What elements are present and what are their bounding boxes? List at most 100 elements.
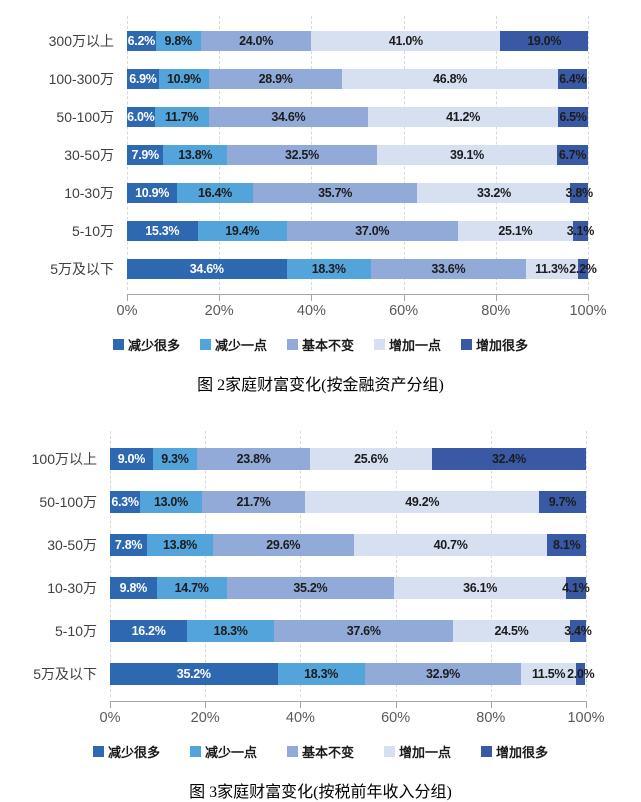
bar-track: 15.3% 19.4% 37.0% 25.1% 3.1% [127, 221, 594, 241]
bar-segment-3: 37.6% [274, 619, 454, 642]
value-label: 35.2% [176, 666, 211, 681]
legend-item: 增加一点 [374, 335, 441, 354]
legend-label: 增加一点 [389, 338, 442, 353]
x-axis-line [127, 294, 588, 295]
value-label: 19.4% [225, 224, 260, 238]
value-label: 6.3% [111, 494, 139, 509]
bar-segment-2: 18.3% [187, 619, 275, 642]
value-label: 10.9% [135, 186, 170, 200]
plot-area: 100万以上 9.0% 9.3% 23.8% 25.6% 32.4% 50-100万 6.3%… [0, 431, 641, 699]
value-label: 35.7% [318, 186, 353, 200]
bar-segment-3: 23.8% [197, 447, 311, 470]
x-axis-line [110, 701, 586, 702]
plot-area: 300万以上 6.2% 9.8% 24.0% 41.0% 19.0% 100-300万 6.9… [0, 16, 641, 292]
axis-tick-label: 100% [569, 303, 607, 319]
value-label: 40.7% [433, 537, 468, 552]
bar-row: 100-300万 6.9% 10.9% 28.9% 46.8% 6.4% [0, 60, 588, 98]
bar-segment-3: 28.9% [209, 69, 343, 89]
legend-item: 基本不变 [286, 742, 354, 761]
value-label: 2.0% [567, 666, 595, 681]
bar-segment-1: 6.9% [127, 69, 159, 89]
bar-segment-2: 16.4% [177, 183, 253, 203]
legend-swatch [374, 339, 385, 350]
bar-segment-5: 3.1% [567, 221, 594, 241]
value-label: 18.3% [304, 666, 339, 681]
gridline [490, 431, 492, 697]
figure-2-wealth-change-by-financial-assets: 300万以上 6.2% 9.8% 24.0% 41.0% 19.0% 100-300万 6.9… [0, 0, 641, 395]
gridline [110, 431, 111, 697]
category-label: 5-10万 [71, 223, 114, 239]
axis-tick-label: 40% [285, 710, 315, 726]
axis-tick [495, 294, 497, 301]
bar-segment-4: 41.2% [368, 107, 558, 127]
bar-segment-5: 3.4% [564, 619, 592, 642]
value-label: 32.9% [425, 666, 460, 681]
bar-segment-3: 35.7% [252, 183, 418, 203]
category-label: 100-300万 [48, 71, 114, 87]
value-label: 14.7% [174, 580, 209, 595]
legend-label: 减少一点 [204, 745, 257, 760]
value-label: 13.8% [162, 537, 197, 552]
legend-item: 增加很多 [461, 335, 528, 354]
value-label: 37.6% [346, 623, 381, 638]
axis-tick [219, 294, 221, 301]
value-label: 21.7% [236, 494, 271, 509]
bar-track: 6.2% 9.8% 24.0% 41.0% 19.0% [127, 31, 588, 51]
value-label: 13.8% [178, 148, 213, 162]
value-label: 32.4% [491, 451, 526, 466]
bar-track: 16.2% 18.3% 37.6% 24.5% 3.4% [110, 619, 592, 642]
legend-swatch [112, 339, 124, 350]
bar-row: 5万及以下 35.2% 18.3% 32.9% 11.5% 2.0% [0, 652, 595, 695]
bar-segment-1: 7.9% [127, 145, 164, 165]
bar-segment-5: 2.2% [569, 259, 597, 279]
bar-segment-5: 6.4% [557, 69, 588, 89]
bar-segment-1: 9.0% [110, 447, 153, 470]
bar-segment-2: 18.3% [277, 662, 365, 685]
axis-tick-label: 40% [296, 303, 326, 319]
value-label: 18.3% [311, 262, 346, 276]
bar-segment-4: 25.6% [310, 447, 432, 470]
legend-label: 减少很多 [107, 745, 160, 760]
value-label: 28.9% [258, 72, 293, 86]
legend: 减少很多 减少一点 基本不变 增加一点 增加很多 [0, 742, 641, 761]
legend-swatch [384, 746, 395, 757]
value-label: 8.1% [553, 537, 581, 552]
bar-segment-3: 34.6% [208, 107, 369, 127]
axis-tick-label: 60% [389, 303, 419, 319]
value-label: 3.4% [564, 623, 592, 638]
bar-track: 35.2% 18.3% 32.9% 11.5% 2.0% [110, 662, 595, 685]
bar-segment-5: 2.0% [567, 662, 595, 685]
bar-segment-4: 36.1% [394, 576, 566, 599]
category-label: 50-100万 [39, 493, 97, 510]
bar-segment-5: 9.7% [539, 490, 586, 513]
legend-item: 减少很多 [92, 742, 160, 761]
bar-segment-5: 19.0% [500, 31, 588, 51]
value-label: 23.8% [236, 451, 271, 466]
bar-segment-2: 9.3% [152, 447, 197, 470]
bar-segment-1: 6.3% [110, 490, 140, 513]
bar-segment-2: 10.9% [158, 69, 210, 89]
legend-swatch [481, 746, 493, 757]
bar-segment-4: 46.8% [342, 69, 558, 89]
bar-segment-5: 3.8% [566, 183, 593, 203]
bar-track: 10.9% 16.4% 35.7% 33.2% 3.8% [127, 183, 593, 203]
bar-track: 7.8% 13.8% 29.6% 40.7% 8.1% [110, 533, 586, 556]
gridline [586, 431, 587, 697]
legend-item: 基本不变 [286, 335, 354, 354]
axis-tick [127, 294, 128, 301]
value-label: 16.4% [198, 186, 232, 200]
bar-rows: 100万以上 9.0% 9.3% 23.8% 25.6% 32.4% 50-100万 6.3%… [0, 437, 595, 695]
axis-tick-label: 80% [476, 710, 506, 726]
value-label: 6.2% [127, 34, 156, 48]
value-label: 3.8% [565, 186, 594, 200]
bar-segment-2: 11.7% [154, 107, 209, 127]
category-label: 5万及以下 [50, 261, 114, 277]
category-label: 50-100万 [56, 109, 114, 125]
value-label: 34.6% [189, 262, 224, 276]
axis-tick-label: 0% [116, 303, 138, 319]
bar-row: 30-50万 7.9% 13.8% 32.5% 39.1% 6.7% [0, 136, 588, 174]
bar-row: 100万以上 9.0% 9.3% 23.8% 25.6% 32.4% [0, 437, 586, 480]
bar-segment-4: 41.0% [311, 31, 501, 51]
bar-row: 50-100万 6.3% 13.0% 21.7% 49.2% 9.7% [0, 480, 586, 523]
stacked-bar-chart-by-pretax-income: 100万以上 9.0% 9.3% 23.8% 25.6% 32.4% 50-100万 6.3%… [0, 431, 641, 761]
